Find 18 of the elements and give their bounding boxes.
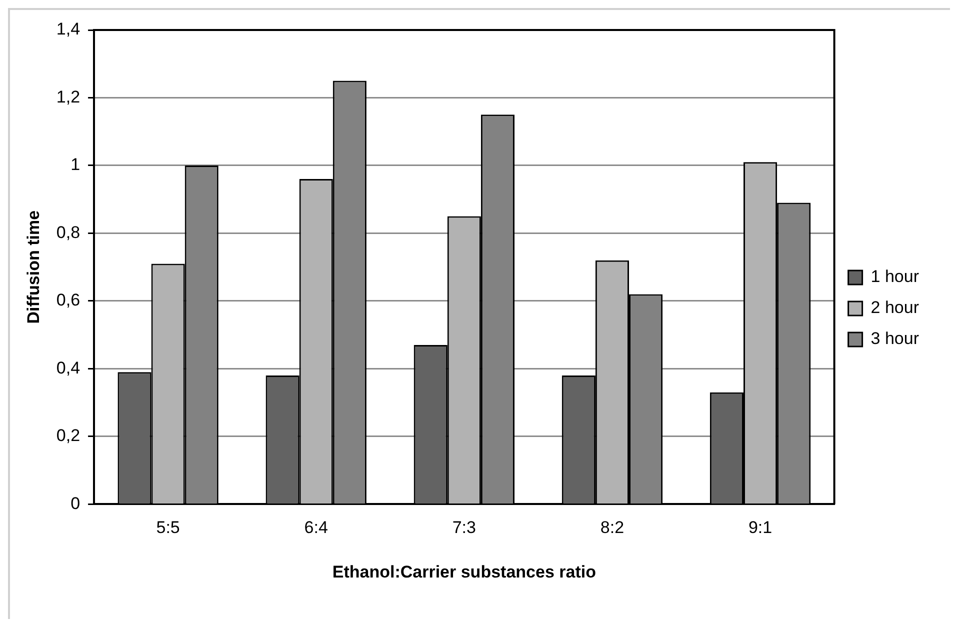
x-tick-label: 9:1	[748, 518, 772, 538]
y-axis-title: Diffusion time	[24, 210, 43, 324]
x-tick-label: 6:4	[304, 518, 328, 538]
y-tick-label: 1	[70, 155, 80, 174]
y-tick-label: 0	[70, 494, 80, 513]
y-tick-label: 1,2	[56, 87, 80, 106]
x-tick-label: 7:3	[452, 518, 476, 538]
y-tick-label: 0,4	[56, 358, 80, 378]
y-tick-label: 1,4	[56, 20, 80, 39]
y-tick-label: 0,8	[56, 222, 80, 242]
legend-label: 2 hour	[870, 298, 920, 318]
y-tick-label: 0,6	[56, 290, 80, 310]
x-tick-label: 5:5	[156, 518, 180, 538]
y-tick-label: 0,2	[56, 426, 80, 446]
legend-label: 3 hour	[870, 329, 920, 348]
x-tick-label: 8:2	[600, 518, 624, 538]
x-axis-title: Ethanol:Carrier substances ratio	[332, 562, 596, 582]
legend-label: 1 hour	[870, 267, 920, 286]
